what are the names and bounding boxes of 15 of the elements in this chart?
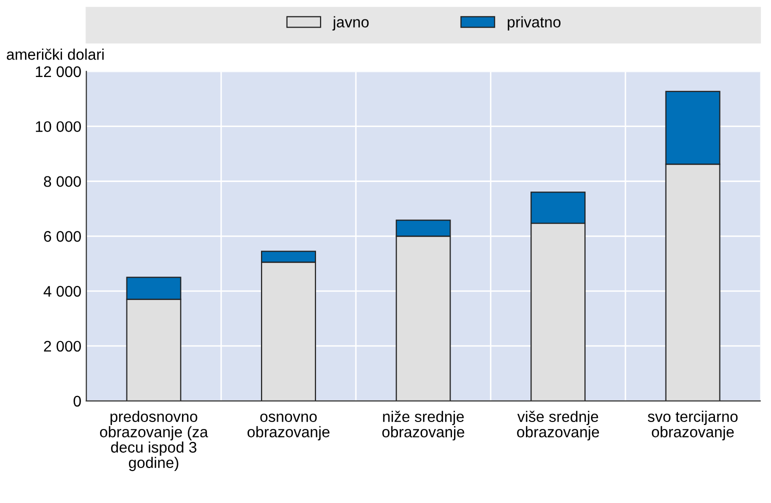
x-tick-label: više srednje obrazovanje [517,410,599,440]
y-axis-title: američki dolari [6,48,104,60]
y-tick-label: 6 000 [44,231,81,242]
y-tick-label: 8 000 [44,176,81,187]
legend-label: privatno [508,16,561,31]
legend-label: javno [332,16,369,31]
y-tick-label: 10 000 [36,121,81,132]
y-tick-label: 0 [74,396,81,407]
y-tick-label: 12 000 [36,66,81,78]
y-tick-label: 4 000 [44,286,81,297]
x-tick-label: predosnovno obrazovanje (za decu ispod 3 godine) [100,410,208,472]
x-tick-label: svo tercijarno obrazovanje [648,410,738,440]
y-tick-label: 2 000 [44,340,81,352]
x-tick-label: niže srednje obrazovanje [382,410,464,440]
x-tick-label: osnovno obrazovanje [248,414,330,440]
